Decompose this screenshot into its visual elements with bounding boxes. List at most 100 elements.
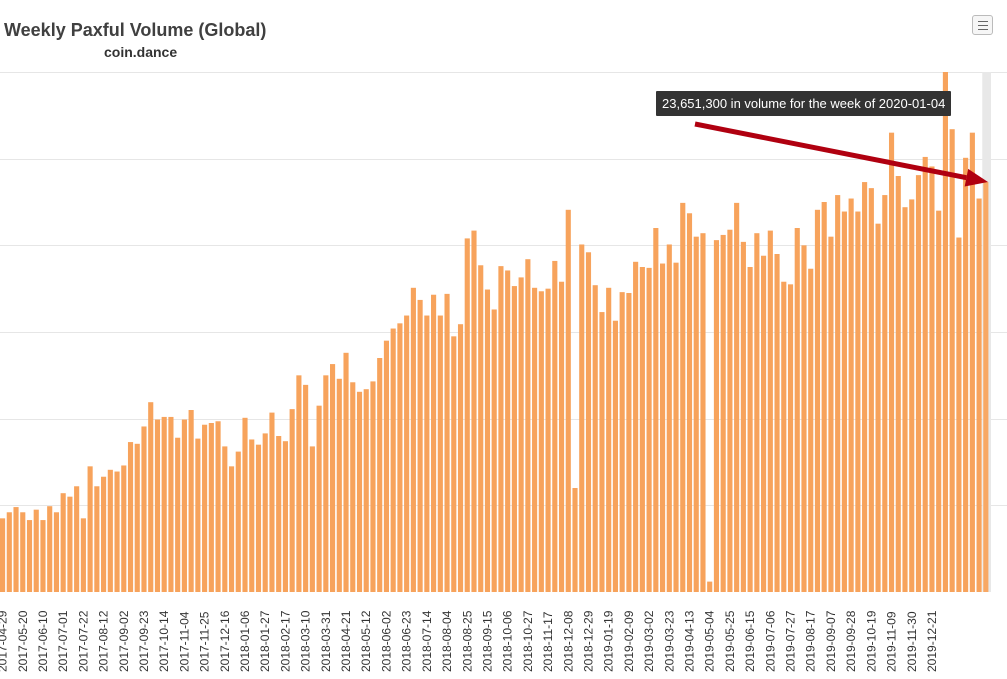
bar[interactable]	[437, 315, 443, 592]
bar[interactable]	[599, 312, 605, 592]
bar[interactable]	[761, 255, 767, 593]
bar[interactable]	[121, 465, 127, 592]
bar[interactable]	[895, 176, 901, 592]
bar[interactable]	[141, 426, 147, 592]
bar[interactable]	[848, 198, 854, 592]
bar[interactable]	[646, 267, 652, 592]
bar[interactable]	[154, 419, 161, 592]
bar[interactable]	[80, 518, 86, 592]
bar[interactable]	[619, 292, 625, 592]
bar[interactable]	[60, 493, 66, 592]
bar[interactable]	[862, 182, 868, 592]
bar[interactable]	[585, 252, 592, 592]
bar[interactable]	[781, 281, 787, 592]
bar[interactable]	[929, 166, 935, 592]
bar[interactable]	[74, 486, 80, 592]
bar[interactable]	[242, 417, 248, 592]
bar[interactable]	[451, 336, 457, 592]
bar[interactable]	[249, 439, 255, 592]
bar[interactable]	[680, 202, 686, 592]
bar[interactable]	[572, 488, 578, 592]
bar[interactable]	[444, 293, 450, 592]
bar[interactable]	[296, 375, 302, 592]
bar[interactable]	[983, 182, 989, 593]
bar[interactable]	[787, 284, 794, 592]
bar[interactable]	[801, 245, 807, 592]
hamburger-menu-icon[interactable]	[972, 15, 993, 35]
bar[interactable]	[579, 244, 585, 592]
bar[interactable]	[888, 132, 895, 593]
bar[interactable]	[808, 268, 814, 592]
bar[interactable]	[558, 281, 565, 592]
bar[interactable]	[720, 234, 726, 592]
bar[interactable]	[942, 72, 948, 592]
bar[interactable]	[114, 471, 120, 592]
bar[interactable]	[767, 230, 773, 592]
bar[interactable]	[457, 324, 464, 592]
bar[interactable]	[525, 259, 531, 592]
bar[interactable]	[336, 378, 342, 592]
bar[interactable]	[565, 209, 571, 593]
bar[interactable]	[350, 382, 356, 592]
bar[interactable]	[0, 518, 6, 592]
bar[interactable]	[188, 410, 194, 592]
bar[interactable]	[235, 451, 241, 592]
bar[interactable]	[289, 409, 295, 592]
bar[interactable]	[505, 270, 511, 592]
bar[interactable]	[323, 375, 329, 592]
bar[interactable]	[902, 207, 908, 592]
bar[interactable]	[404, 315, 410, 592]
bar[interactable]	[175, 437, 181, 592]
bar[interactable]	[518, 277, 524, 592]
bar[interactable]	[397, 323, 403, 592]
bar[interactable]	[552, 260, 558, 592]
bar[interactable]	[40, 520, 46, 592]
bar[interactable]	[498, 266, 504, 592]
bar[interactable]	[383, 340, 390, 592]
bar[interactable]	[956, 237, 962, 592]
bar[interactable]	[107, 469, 113, 592]
bar[interactable]	[915, 175, 922, 592]
bar[interactable]	[740, 241, 746, 592]
bar[interactable]	[127, 442, 134, 592]
bar[interactable]	[875, 223, 881, 593]
bar[interactable]	[370, 381, 376, 592]
bar[interactable]	[417, 299, 423, 592]
bar[interactable]	[774, 254, 780, 592]
bar[interactable]	[26, 520, 33, 592]
bar[interactable]	[309, 446, 315, 592]
bar[interactable]	[53, 512, 60, 592]
bar[interactable]	[700, 233, 706, 592]
bar[interactable]	[269, 412, 275, 592]
bar[interactable]	[195, 438, 201, 592]
bar[interactable]	[148, 402, 154, 592]
bar[interactable]	[424, 315, 430, 592]
bar[interactable]	[316, 405, 322, 592]
bar[interactable]	[653, 228, 659, 592]
bar[interactable]	[734, 202, 740, 592]
bar[interactable]	[356, 391, 363, 592]
bar[interactable]	[363, 389, 369, 592]
bar[interactable]	[47, 506, 53, 592]
bar[interactable]	[208, 423, 214, 592]
bar[interactable]	[255, 444, 262, 592]
bar[interactable]	[545, 288, 551, 592]
bar[interactable]	[612, 320, 618, 592]
bar[interactable]	[471, 230, 477, 592]
bar[interactable]	[478, 265, 484, 592]
bar[interactable]	[828, 236, 834, 593]
bar[interactable]	[262, 433, 268, 592]
bar[interactable]	[673, 262, 679, 592]
bar[interactable]	[282, 441, 288, 592]
bar[interactable]	[868, 188, 874, 592]
bar[interactable]	[20, 512, 26, 592]
bar[interactable]	[660, 263, 666, 592]
bar[interactable]	[639, 267, 645, 592]
bar[interactable]	[532, 287, 538, 592]
bar[interactable]	[855, 211, 861, 592]
bar[interactable]	[666, 244, 672, 592]
bar[interactable]	[303, 384, 309, 592]
bar[interactable]	[969, 132, 975, 593]
bar[interactable]	[794, 228, 800, 592]
bar[interactable]	[33, 509, 39, 592]
